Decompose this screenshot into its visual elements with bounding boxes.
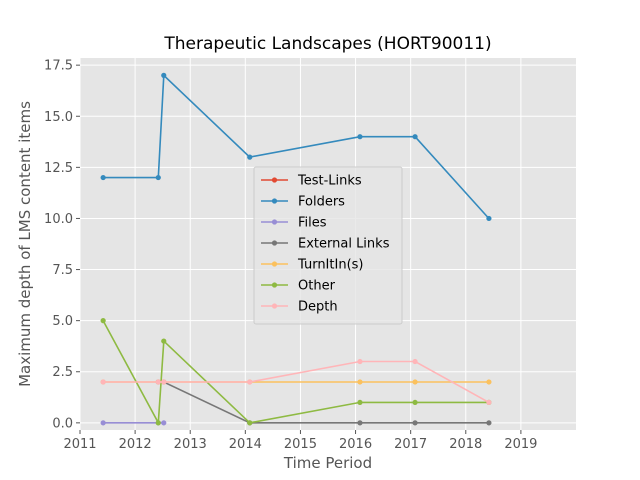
ticks: 2011 2012 2013 2014 2015 2016 2017 2018 2019 0.0 2… [44,59,537,452]
data-point-folders [100,174,106,181]
series-layer [100,72,492,426]
legend-marker [271,261,278,267]
x-tick-label: 2015 [284,437,317,452]
data-point-depth [247,379,253,385]
x-axis-label: Time Period [283,454,372,472]
y-tick-label: 0.0 [52,416,73,431]
data-point-external-links [486,420,492,426]
x-tick-label: 2019 [504,437,537,452]
x-tick-label: 2014 [229,437,262,452]
y-tick-label: 5.0 [52,314,73,329]
data-point-other [357,399,363,406]
data-point-depth [100,379,106,385]
data-point-depth [412,358,418,365]
legend-label: TurnItIn(s) [297,258,363,273]
legend-label: Folders [298,195,345,210]
legend-marker [271,177,278,183]
x-tick-label: 2016 [339,437,372,452]
y-tick-label: 2.5 [52,365,73,380]
legend-marker [271,303,278,309]
data-point-folders [486,215,492,222]
data-point-folders [247,154,253,160]
x-tick-label: 2013 [174,437,207,452]
data-point-other [247,420,253,426]
legend: Test-Links Folders Files External Links Turn… [253,166,403,325]
data-point-folders [155,174,161,181]
data-point-other [412,399,418,406]
legend-label: External Links [298,237,390,252]
x-tick-label: 2017 [394,437,427,452]
data-point-files [100,420,106,426]
legend-label: Other [298,279,336,294]
data-point-files [161,420,167,426]
y-tick-label: 10.0 [44,212,73,227]
data-point-other [155,420,161,426]
data-point-depth [155,379,161,385]
legend-label: Files [298,216,327,231]
chart-title: Therapeutic Landscapes (HORT90011) [163,34,491,54]
legend-box [253,166,403,325]
data-point-turnitin-s [412,379,418,385]
x-tick-label: 2018 [449,437,482,452]
data-point-depth [486,399,492,406]
legend-marker [271,240,278,246]
data-point-depth [161,379,167,385]
data-point-folders [357,134,363,140]
y-tick-label: 17.5 [44,59,73,74]
data-point-external-links [412,420,418,426]
legend-marker [271,282,278,288]
y-tick-label: 7.5 [52,263,73,278]
y-tick-label: 12.5 [44,161,73,176]
x-tick-label: 2012 [119,437,152,452]
x-tick-label: 2011 [63,437,96,452]
y-axis-label: Maximum depth of LMS content items [16,101,34,387]
data-point-turnitin-s [357,379,363,385]
legend-marker [271,198,278,204]
data-point-external-links [357,420,363,426]
data-point-depth [357,358,363,365]
data-point-folders [412,134,418,140]
y-tick-label: 15.0 [44,110,73,125]
legend-marker [271,219,278,225]
data-point-other [161,338,167,344]
legend-label: Test-Links [297,174,362,189]
data-point-turnitin-s [486,379,492,385]
legend-label: Depth [298,300,338,315]
data-point-folders [161,72,167,78]
data-point-other [100,318,106,324]
